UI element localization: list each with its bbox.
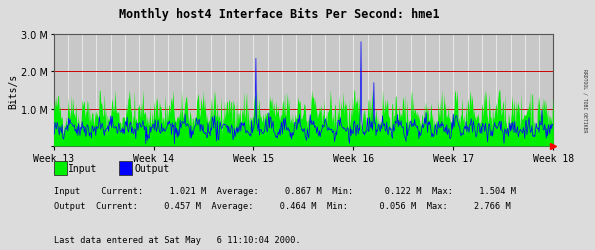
Y-axis label: Bits/s: Bits/s	[8, 73, 18, 108]
Text: Input    Current:     1.021 M  Average:     0.867 M  Min:      0.122 M  Max:    : Input Current: 1.021 M Average: 0.867 M …	[54, 186, 515, 195]
Text: Output: Output	[134, 163, 170, 173]
Text: Input: Input	[68, 163, 98, 173]
Text: Monthly host4 Interface Bits Per Second: hme1: Monthly host4 Interface Bits Per Second:…	[120, 8, 440, 20]
Text: Last data entered at Sat May   6 11:10:04 2000.: Last data entered at Sat May 6 11:10:04 …	[54, 235, 300, 244]
Text: RRDTOOL / TOBI OETIKER: RRDTOOL / TOBI OETIKER	[583, 68, 588, 132]
Text: Output  Current:     0.457 M  Average:     0.464 M  Min:      0.056 M  Max:     : Output Current: 0.457 M Average: 0.464 M…	[54, 201, 511, 210]
